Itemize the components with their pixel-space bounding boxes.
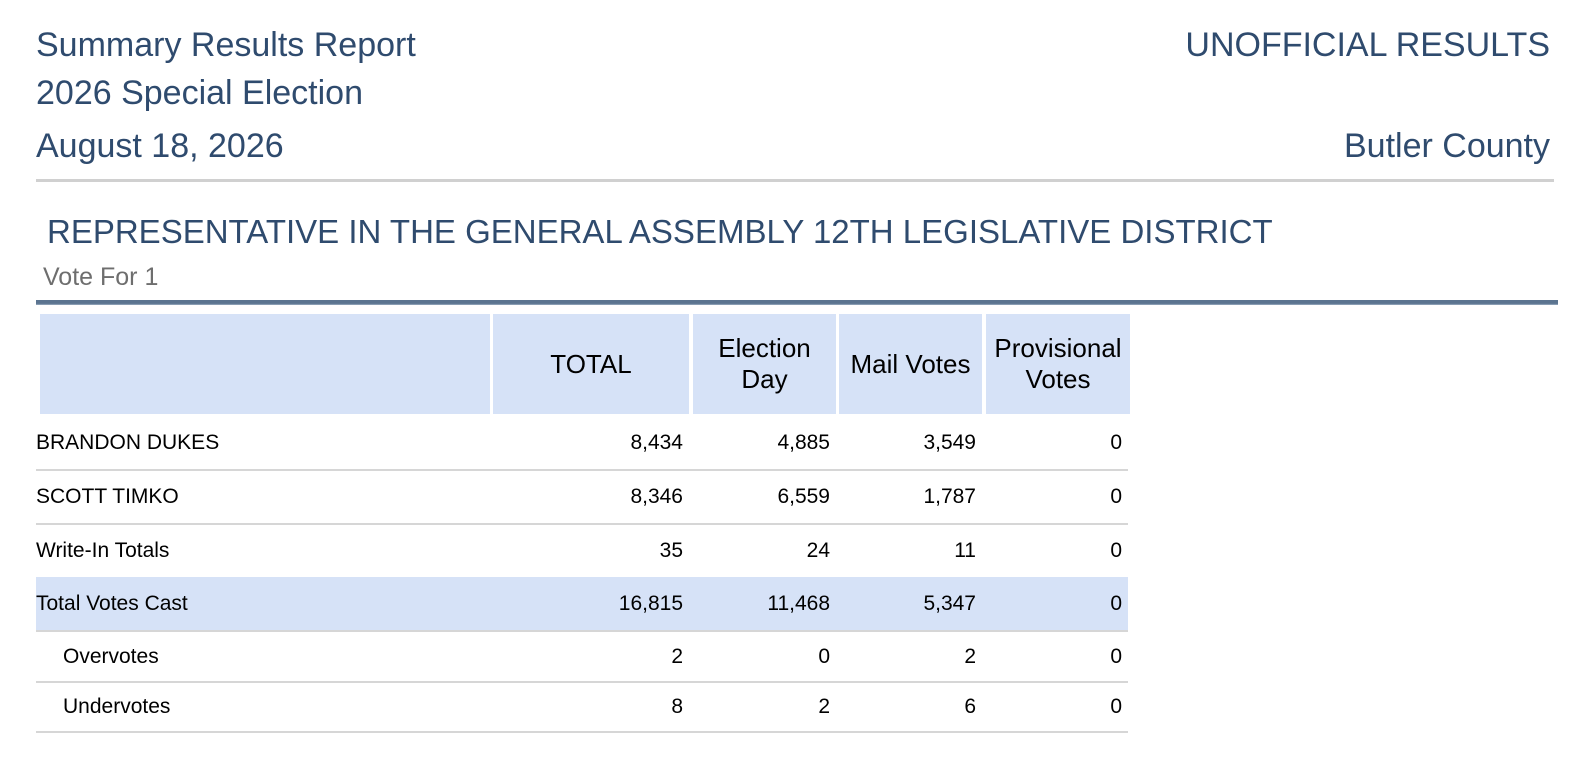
table-row: BRANDON DUKES 8,434 4,885 3,549 0	[36, 416, 1128, 469]
row-divider	[36, 630, 1128, 632]
total-value: 16,815	[618, 591, 683, 615]
election-day-value: 11,468	[767, 591, 830, 615]
provisional-votes-value: 0	[1110, 485, 1122, 508]
row-divider	[36, 731, 1128, 733]
table-row: Write-In Totals 35 24 11 0	[36, 525, 1128, 577]
report-title: Summary Results Report	[36, 26, 416, 64]
election-day-value: 24	[806, 539, 830, 562]
vote-for-label: Vote For 1	[43, 263, 159, 291]
provisional-votes-value: 0	[1110, 591, 1122, 615]
election-day-value: 4,885	[777, 430, 830, 454]
total-value: 8,346	[630, 485, 683, 508]
election-name: 2026 Special Election	[36, 74, 364, 112]
candidate-name: BRANDON DUKES	[36, 430, 220, 454]
total-value: 35	[659, 539, 683, 562]
total-votes-label: Total Votes Cast	[36, 591, 188, 615]
mail-votes-value: 3,549	[923, 430, 976, 454]
candidate-name: SCOTT TIMKO	[36, 485, 179, 508]
row-divider	[36, 681, 1128, 683]
election-date: August 18, 2026	[36, 127, 284, 165]
results-status: UNOFFICIAL RESULTS	[1185, 26, 1550, 64]
header-divider	[36, 179, 1554, 182]
column-header-provisional-votes: Provisional Votes	[986, 314, 1130, 414]
election-day-value: 6,559	[777, 485, 830, 508]
column-header-mail-votes: Mail Votes	[839, 314, 982, 414]
undervotes-label: Undervotes	[63, 695, 171, 718]
column-header-election-day: Election Day	[693, 314, 836, 414]
provisional-votes-value: 0	[1110, 430, 1122, 454]
contest-divider	[36, 300, 1558, 305]
mail-votes-value: 1,787	[923, 485, 976, 508]
table-row: Overvotes 2 0 2 0	[36, 632, 1128, 681]
write-in-label: Write-In Totals	[36, 539, 170, 562]
row-divider	[36, 523, 1128, 525]
total-value: 8	[671, 695, 683, 718]
table-row: SCOTT TIMKO 8,346 6,559 1,787 0	[36, 471, 1128, 523]
total-value: 2	[671, 644, 683, 668]
total-value: 8,434	[630, 430, 683, 454]
overvotes-label: Overvotes	[63, 644, 159, 668]
provisional-votes-value: 0	[1110, 695, 1122, 718]
county-name: Butler County	[1344, 127, 1550, 165]
column-header-candidate	[40, 314, 490, 414]
mail-votes-value: 11	[954, 539, 976, 562]
mail-votes-value: 2	[964, 644, 976, 668]
row-divider	[36, 469, 1128, 471]
table-row: Undervotes 8 2 6 0	[36, 683, 1128, 731]
election-day-value: 2	[818, 695, 830, 718]
total-votes-row: Total Votes Cast 16,815 11,468 5,347 0	[36, 577, 1128, 630]
provisional-votes-value: 0	[1110, 644, 1122, 668]
mail-votes-value: 5,347	[923, 591, 976, 615]
election-day-value: 0	[818, 644, 830, 668]
column-header-total: TOTAL	[493, 314, 689, 414]
mail-votes-value: 6	[964, 695, 976, 718]
contest-title: REPRESENTATIVE IN THE GENERAL ASSEMBLY 1…	[47, 213, 1273, 250]
provisional-votes-value: 0	[1110, 539, 1122, 562]
